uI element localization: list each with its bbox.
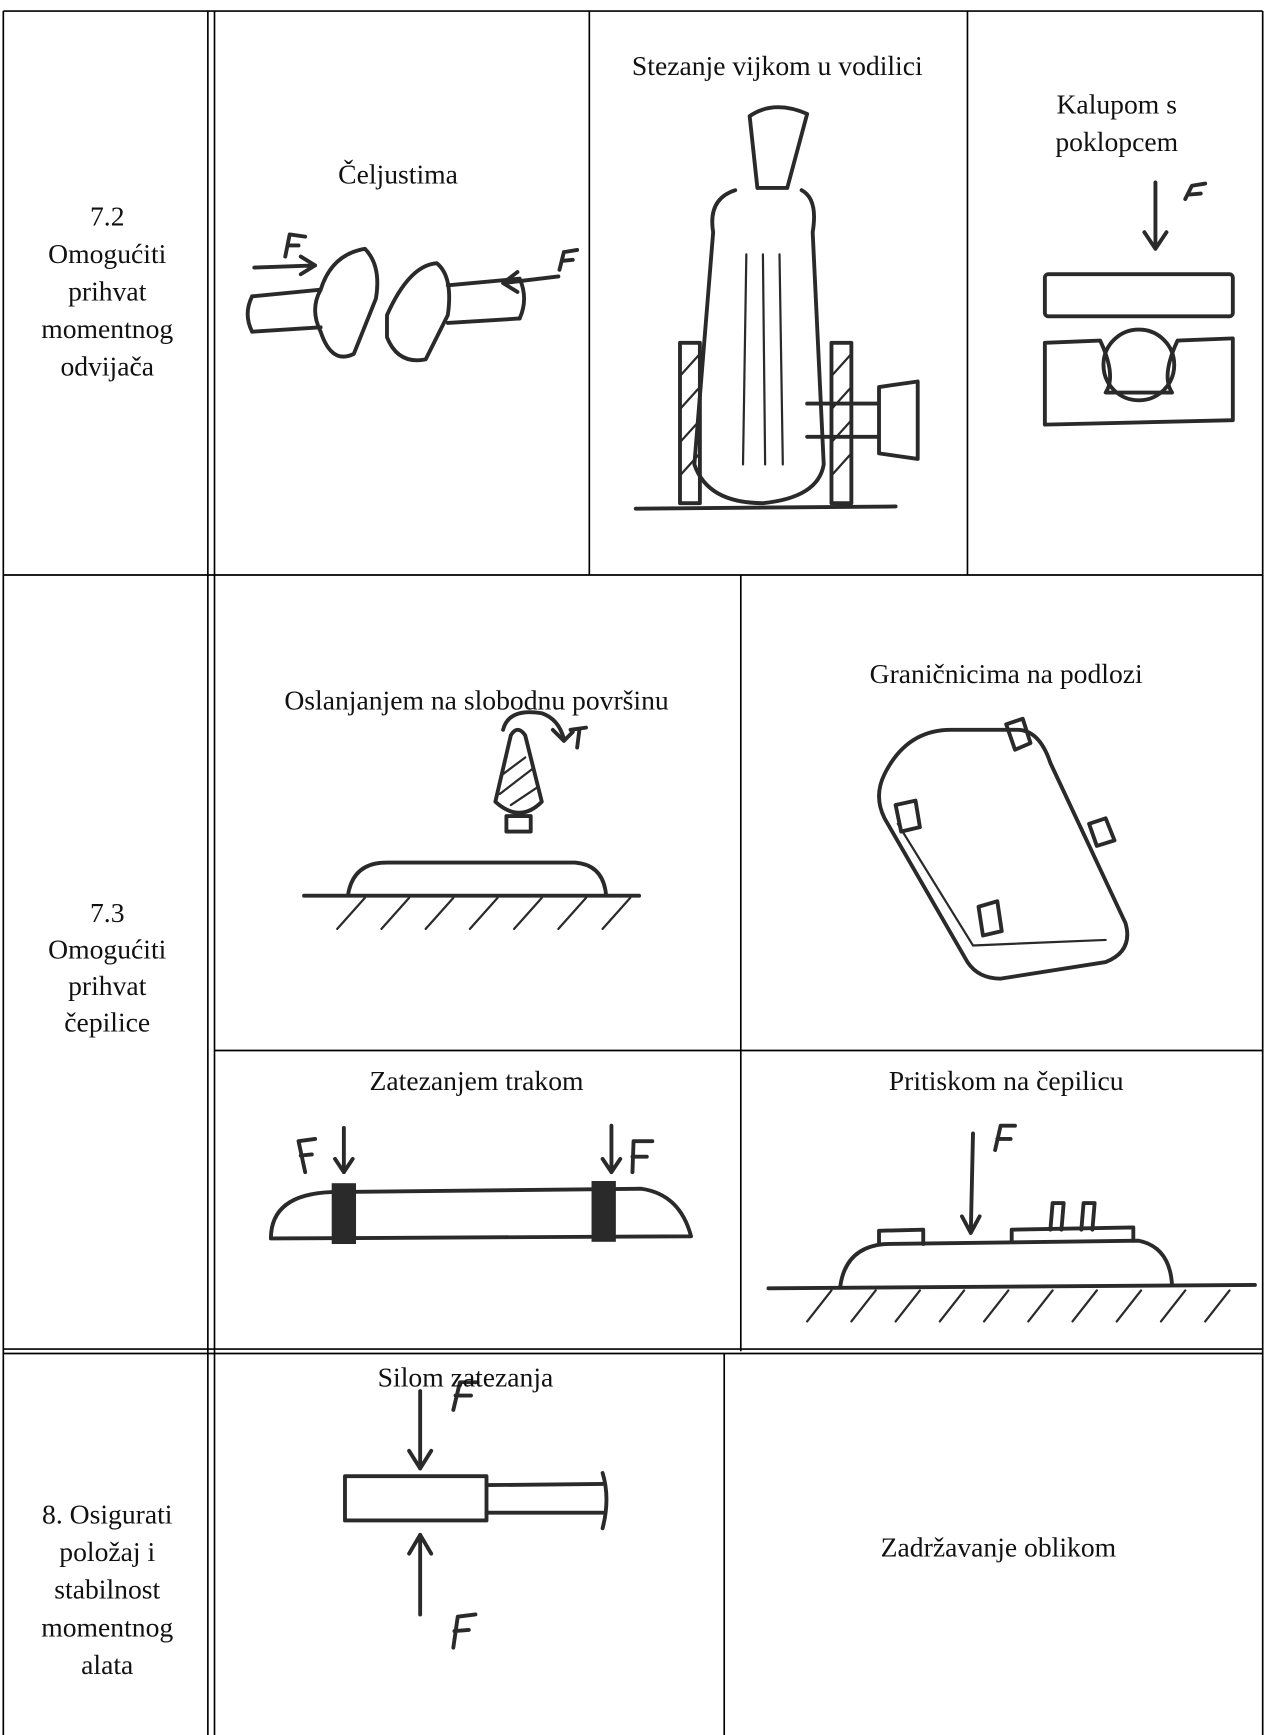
cell-title: poklopcem bbox=[1055, 126, 1178, 157]
sketch-screw-guide bbox=[633, 105, 920, 511]
cell-title: Zatezanjem trakom bbox=[370, 1065, 584, 1096]
row-label: položaj i bbox=[59, 1536, 155, 1567]
strap-band bbox=[331, 1183, 357, 1245]
row-label: 7.2 bbox=[90, 200, 125, 231]
cell-title: Silom zatezanja bbox=[378, 1361, 554, 1392]
row-label: momentnog bbox=[41, 313, 173, 344]
sketch-mold-lid bbox=[1042, 180, 1235, 427]
row-label: Omogućiti bbox=[48, 238, 166, 269]
row-label: 8. Osigurati bbox=[42, 1499, 173, 1530]
row-label: prihvat bbox=[68, 970, 147, 1001]
cell-title: Pritiskom na čepilicu bbox=[889, 1065, 1124, 1096]
sketch-press bbox=[766, 1123, 1257, 1323]
cell-title: Graničnicima na podlozi bbox=[870, 658, 1143, 689]
sketch-strap bbox=[268, 1123, 693, 1245]
sketch-jaws bbox=[245, 232, 580, 363]
row-label: prihvat bbox=[68, 275, 147, 306]
cell-title: Čeljustima bbox=[338, 158, 458, 189]
cell-title: Kalupom s bbox=[1057, 89, 1177, 120]
strap-band bbox=[591, 1180, 616, 1242]
table-grid bbox=[2, 10, 1264, 1735]
cell-title: Stezanje vijkom u vodilici bbox=[632, 50, 923, 81]
row-label: momentnog bbox=[41, 1611, 173, 1642]
cell-title: Oslanjanjem na slobodnu površinu bbox=[284, 685, 669, 716]
sketch-clamp-force bbox=[343, 1380, 609, 1650]
table-texts: 7.2 Omogućiti prihvat momentnog odvijača Čelj… bbox=[41, 50, 1178, 1680]
row-label: alata bbox=[81, 1649, 133, 1680]
sketch-limiters bbox=[877, 716, 1130, 981]
cell-title: Zadržavanje oblikom bbox=[881, 1532, 1117, 1563]
row-label: odvijača bbox=[60, 351, 154, 382]
row-label: Omogućiti bbox=[48, 933, 166, 964]
row-label: 7.3 bbox=[90, 897, 125, 928]
row-label: čepilice bbox=[64, 1006, 150, 1037]
sketch-free-surface bbox=[302, 710, 642, 930]
row-label: stabilnost bbox=[54, 1574, 160, 1605]
